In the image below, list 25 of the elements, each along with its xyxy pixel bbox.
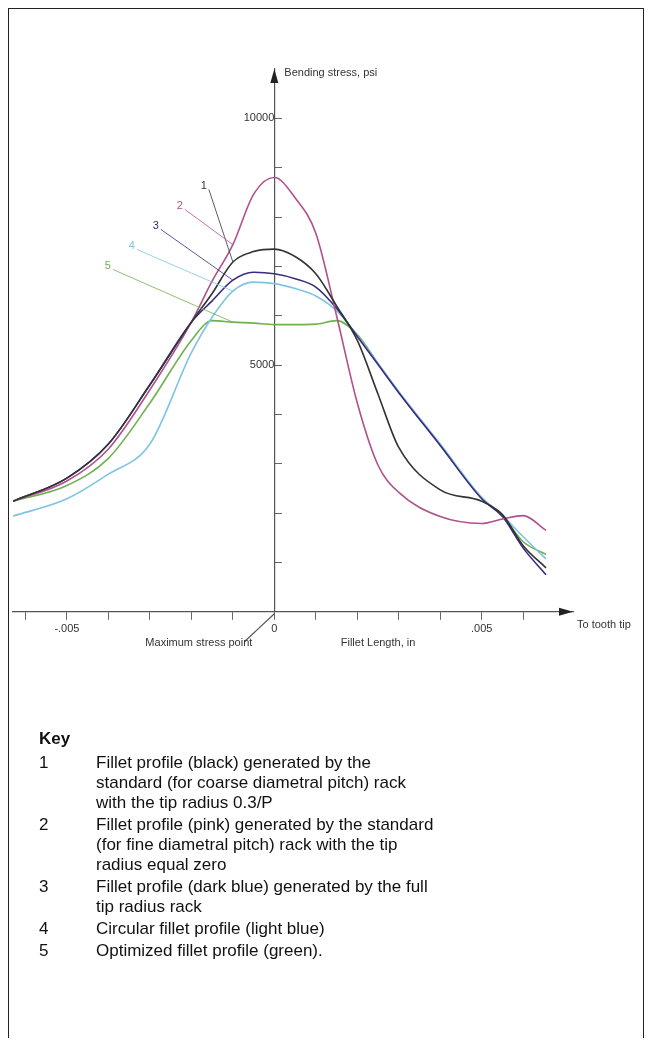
text: Circular fillet profile (light blue) (96, 919, 325, 939)
y-axis-title: Bending stress, psi (284, 66, 378, 79)
text: 5 (104, 258, 111, 271)
text: 4 (39, 919, 49, 938)
text: 1 (39, 753, 49, 772)
x-tick-label: -.005 (54, 622, 80, 635)
y-tick-label: 5000 (249, 358, 275, 371)
text: Fillet profile (black) generated by the standard (for coarse diametral pitch) rack with the tip radius 0.3/P (96, 753, 407, 813)
text: 2 (176, 198, 183, 211)
text: Fillet profile (pink) generated by the standard (for fine diametral pitch) rack with the tip radius equal zero (96, 815, 435, 875)
x-tick-label: .005 (471, 622, 493, 635)
legend-title: Key (39, 729, 72, 749)
text: Optimized fillet profile (green). (96, 941, 323, 961)
text: 2 (39, 815, 49, 834)
text: 3 (39, 877, 49, 896)
text: To tooth tip (577, 618, 631, 631)
y-tick-label: 10000 (243, 111, 275, 124)
x-tick-label: 0 (271, 622, 278, 635)
text: Fillet profile (dark blue) generated by the full tip radius rack (96, 877, 429, 917)
text: Maximum stress point (145, 636, 253, 649)
text: 5 (39, 941, 49, 960)
text: 4 (128, 238, 135, 251)
text: 1 (200, 178, 207, 191)
x-axis-title: Fillet Length, in (340, 636, 416, 649)
text: 3 (152, 218, 159, 231)
